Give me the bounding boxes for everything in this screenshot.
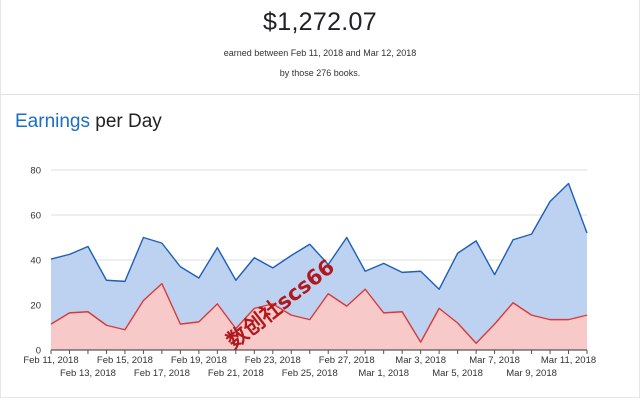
x-tick-label: Feb 27, 2018 — [319, 355, 375, 366]
x-tick-label: Feb 23, 2018 — [245, 355, 301, 366]
chart-title: Earnings per Day — [15, 111, 162, 133]
axis-layer — [50, 349, 588, 354]
y-tick-label: 20 — [30, 301, 41, 312]
x-tick-label: Feb 15, 2018 — [97, 355, 153, 366]
x-tick-label: Mar 11, 2018 — [541, 355, 596, 366]
x-tick-label: Feb 21, 2018 — [208, 368, 264, 379]
x-tick-label: Mar 3, 2018 — [395, 355, 446, 366]
x-tick-label: Feb 13, 2018 — [60, 368, 116, 379]
total-earnings: $1,272.07 — [263, 8, 377, 36]
y-tick-label: 0 — [36, 346, 41, 357]
x-tick-label: Mar 1, 2018 — [358, 368, 409, 379]
tick-labels: 0 20 40 60 80 Feb 11, 2018 Feb 15, 2018 Feb 19,… — [23, 166, 596, 380]
area-layer — [50, 182, 588, 350]
summary-card: $1,272.07 earned between Feb 11, 2018 an… — [0, 0, 640, 95]
date-range-text: earned between Feb 11, 2018 and Mar 12, … — [223, 48, 417, 58]
y-tick-label: 80 — [30, 166, 41, 177]
chart-title-accent: Earnings — [15, 111, 90, 132]
series-sub-line — [50, 282, 588, 344]
books-count-text: by those 276 books. — [279, 68, 361, 78]
x-tick-label: Feb 17, 2018 — [134, 368, 190, 379]
x-tick-label: Feb 11, 2018 — [23, 355, 78, 366]
y-tick-label: 40 — [30, 256, 41, 267]
x-tick-label: Mar 7, 2018 — [469, 355, 520, 366]
series-total-line — [50, 182, 588, 290]
y-tick-label: 60 — [30, 211, 41, 222]
x-tick-label: Feb 19, 2018 — [171, 355, 227, 366]
x-tick-label: Feb 25, 2018 — [282, 368, 338, 379]
x-tick-label: Mar 5, 2018 — [432, 368, 483, 379]
x-tick-label: Mar 9, 2018 — [506, 368, 557, 379]
chart-title-rest: per Day — [90, 111, 162, 132]
series-total-area — [51, 183, 587, 350]
series-sub-area — [51, 283, 587, 350]
